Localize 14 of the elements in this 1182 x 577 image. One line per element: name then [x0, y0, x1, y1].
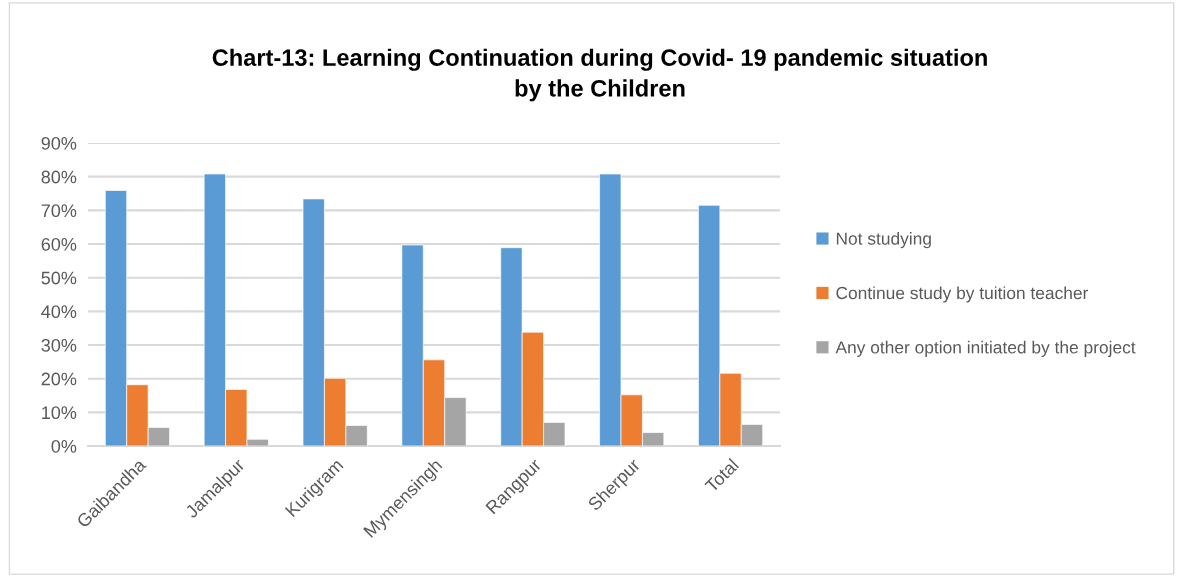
legend-label: Not studying [836, 232, 931, 249]
legend-label: Continue study by tuition teacher [836, 286, 1089, 303]
legend-label: Any other option initiated by the project [835, 340, 1136, 357]
y-tick-label: 60% [41, 237, 77, 251]
y-tick-label: 90% [41, 136, 77, 150]
y-tick-label: 50% [41, 271, 77, 285]
y-tick-label: 20% [41, 372, 77, 386]
y-tick-label: 0% [51, 439, 77, 453]
y-tick-label: 10% [42, 406, 77, 420]
y-tick-label: 40% [41, 305, 77, 319]
y-tick-label: 80% [41, 170, 77, 184]
y-tick-label: 70% [41, 204, 77, 218]
y-tick-label: 30% [41, 338, 77, 352]
chart-title: Chart-13: Learning Continuation during Covid- 19 pandemic situation by the Children [212, 48, 987, 102]
